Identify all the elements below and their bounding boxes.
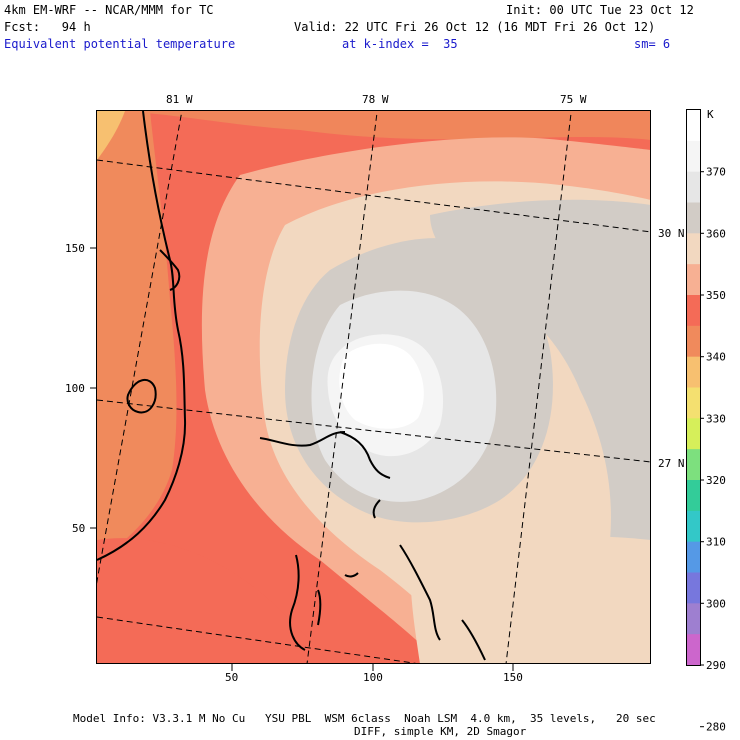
- y-tick-label: 150: [65, 242, 85, 255]
- colorbar-unit: K: [707, 108, 714, 121]
- lon-label: 81 W: [166, 93, 193, 106]
- colorbar-label: 360: [706, 227, 726, 240]
- colorbar-swatch: [687, 480, 700, 512]
- colorbar-swatch: [687, 110, 700, 142]
- coastlines: [97, 111, 486, 661]
- colorbar-swatch: [687, 418, 700, 450]
- graticule: [97, 111, 651, 664]
- valid-time: Valid: 22 UTC Fri 26 Oct 12 (16 MDT Fri …: [294, 20, 656, 34]
- colorbar-swatch: [687, 202, 700, 234]
- colorbar-label: 280: [706, 721, 726, 734]
- colorbar-swatch: [687, 264, 700, 296]
- colorbar-swatch: [687, 541, 700, 573]
- y-tick-label: 50: [72, 522, 85, 535]
- lat-label: 27 N: [658, 457, 685, 470]
- colorbar-swatch: [687, 634, 700, 666]
- level-label: at k-index = 35: [342, 37, 458, 51]
- colorbar-label: 320: [706, 474, 726, 487]
- colorbar-label: 340: [706, 351, 726, 364]
- colorbar-swatch: [687, 387, 700, 419]
- forecast-hour: Fcst: 94 h: [4, 20, 91, 34]
- init-time: Init: 00 UTC Tue 23 Oct 12: [506, 3, 694, 17]
- x-tick-label: 150: [503, 671, 523, 684]
- colorbar-swatch: [687, 325, 700, 358]
- lat-label: 30 N: [658, 227, 685, 240]
- lon-label: 78 W: [362, 93, 389, 106]
- y-tick-label: 100: [65, 382, 85, 395]
- colorbar-label: 290: [706, 659, 726, 672]
- colorbar-label: 350: [706, 289, 726, 302]
- x-tick-label: 50: [225, 671, 238, 684]
- colorbar-label: 300: [706, 597, 726, 610]
- map-frame: [90, 110, 651, 671]
- colorbar-label: 370: [706, 166, 726, 179]
- colorbar-swatch: [687, 140, 700, 173]
- colorbar-swatch: [687, 233, 700, 265]
- colorbar-swatch: [687, 449, 700, 481]
- colorbar-label: 330: [706, 412, 726, 425]
- theta-e-field: [97, 111, 651, 664]
- axis-labels: 81 W 78 W 75 W 30 N 27 N 50 100 150 150 …: [65, 93, 685, 684]
- field-name: Equivalent potential temperature: [4, 37, 236, 51]
- smoothing-label: sm= 6: [634, 37, 671, 51]
- colorbar-frame: [686, 109, 701, 666]
- lon-label: 75 W: [560, 93, 587, 106]
- x-tick-label: 100: [363, 671, 383, 684]
- colorbar-swatch: [687, 295, 700, 327]
- colorbar-swatch: [687, 572, 700, 604]
- colorbar-swatch: [687, 510, 700, 543]
- colorbar-label: 310: [706, 536, 726, 549]
- model-info-line2: DIFF, simple KM, 2D Smagor: [354, 725, 527, 738]
- colorbar-swatch: [687, 603, 700, 635]
- colorbar-swatch: [687, 171, 700, 203]
- colorbar: K 370 360 350 340 330 320 310 300 290 280: [686, 108, 726, 734]
- colorbar-swatch: [687, 356, 700, 388]
- model-info-line1: Model Info: V3.3.1 M No Cu YSU PBL WSM 6…: [73, 712, 656, 725]
- model-title: 4km EM-WRF -- NCAR/MMM for TC: [4, 3, 214, 17]
